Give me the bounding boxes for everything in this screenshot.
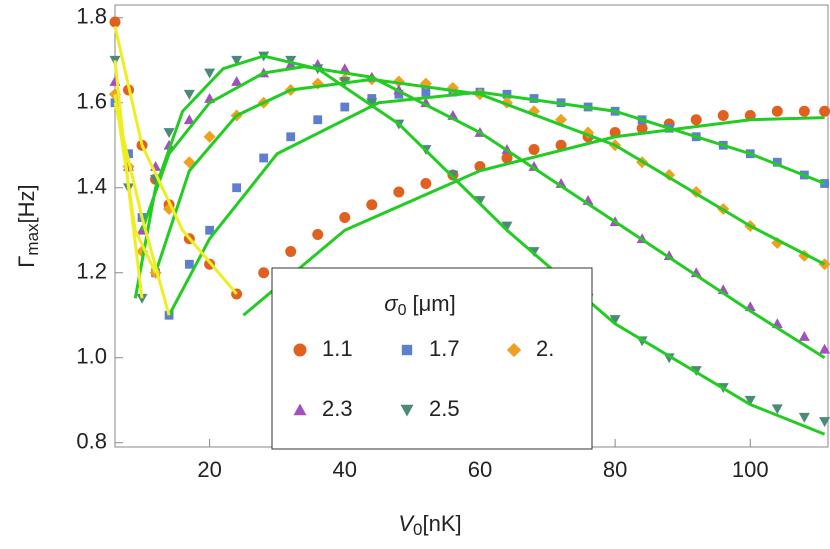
marker <box>232 183 242 193</box>
marker <box>136 293 148 304</box>
marker <box>231 55 243 66</box>
marker <box>798 412 810 423</box>
y-tick-label: 1.2 <box>76 259 107 284</box>
marker <box>392 75 405 88</box>
legend-label: 2.3 <box>322 396 353 421</box>
marker <box>421 87 431 97</box>
y-tick-label: 1.6 <box>76 89 107 114</box>
marker <box>204 68 216 79</box>
marker <box>285 55 297 66</box>
marker <box>420 178 432 189</box>
legend-title-sub: 0 <box>398 302 407 319</box>
legend-title-symbol: σ <box>384 291 398 316</box>
legend-title: σ0 [μm] <box>384 291 455 319</box>
marker <box>798 331 810 341</box>
fit-line <box>133 54 826 436</box>
marker <box>819 105 830 117</box>
marker <box>744 395 756 406</box>
fit-line <box>113 94 157 274</box>
marker <box>636 122 648 134</box>
marker <box>501 152 513 164</box>
marker <box>366 199 378 211</box>
marker <box>771 105 783 117</box>
x-tick-label: 20 <box>197 457 221 482</box>
y-tick-label: 1.8 <box>76 4 107 29</box>
y-tick-label: 0.8 <box>76 429 107 454</box>
marker <box>501 221 513 232</box>
legend-label: 1.7 <box>429 336 460 361</box>
fit-line <box>113 25 238 295</box>
marker <box>582 126 595 139</box>
marker <box>474 196 486 206</box>
x-tick-label: 80 <box>603 457 627 482</box>
marker <box>312 229 324 240</box>
legend: σ0 [μm] 1.1 1.7 2. 2.3 2.5 <box>271 267 593 450</box>
marker <box>717 110 729 121</box>
marker <box>393 186 405 198</box>
marker <box>502 89 512 99</box>
marker <box>203 130 216 143</box>
fit-line <box>242 116 825 317</box>
marker <box>231 76 243 86</box>
y-axis-label: Γmax[Hz] <box>14 184 43 267</box>
marker <box>506 342 522 358</box>
marker <box>293 343 307 357</box>
legend-label: 2. <box>536 336 554 361</box>
fit-line <box>140 65 826 360</box>
marker <box>555 139 567 151</box>
y-tick-label: 1.4 <box>76 174 107 199</box>
marker <box>286 132 296 142</box>
marker <box>259 153 269 163</box>
x-axis-label: V0[nK] <box>398 511 461 540</box>
fit-line <box>167 90 826 316</box>
x-tick-label: 100 <box>732 457 769 482</box>
marker <box>798 105 810 117</box>
fit-line <box>154 77 826 274</box>
legend-label: 1.1 <box>322 336 353 361</box>
marker <box>819 417 830 427</box>
legend-label: 2.5 <box>429 396 460 421</box>
marker <box>609 315 621 325</box>
marker <box>401 344 413 356</box>
marker <box>819 343 830 354</box>
marker <box>771 404 783 415</box>
marker <box>340 102 350 112</box>
marker <box>293 403 307 416</box>
x-tick-label: 40 <box>333 457 357 482</box>
legend-box <box>271 267 593 450</box>
marker <box>109 16 121 28</box>
marker <box>258 267 270 279</box>
marker <box>366 98 378 109</box>
marker <box>184 259 194 269</box>
fit-line <box>113 60 144 299</box>
marker <box>163 128 175 138</box>
marker <box>528 144 540 155</box>
marker <box>285 246 297 257</box>
marker <box>163 139 175 150</box>
legend-title-unit: [μm] <box>412 291 455 316</box>
marker <box>183 114 195 125</box>
marker <box>339 212 351 223</box>
marker <box>400 404 414 417</box>
y-tick-label: 1.0 <box>76 344 107 369</box>
marker <box>772 157 782 167</box>
marker <box>205 225 215 235</box>
marker <box>339 63 351 74</box>
x-tick-label: 60 <box>468 457 492 482</box>
marker <box>690 114 702 126</box>
marker <box>183 89 195 100</box>
marker <box>313 115 323 125</box>
